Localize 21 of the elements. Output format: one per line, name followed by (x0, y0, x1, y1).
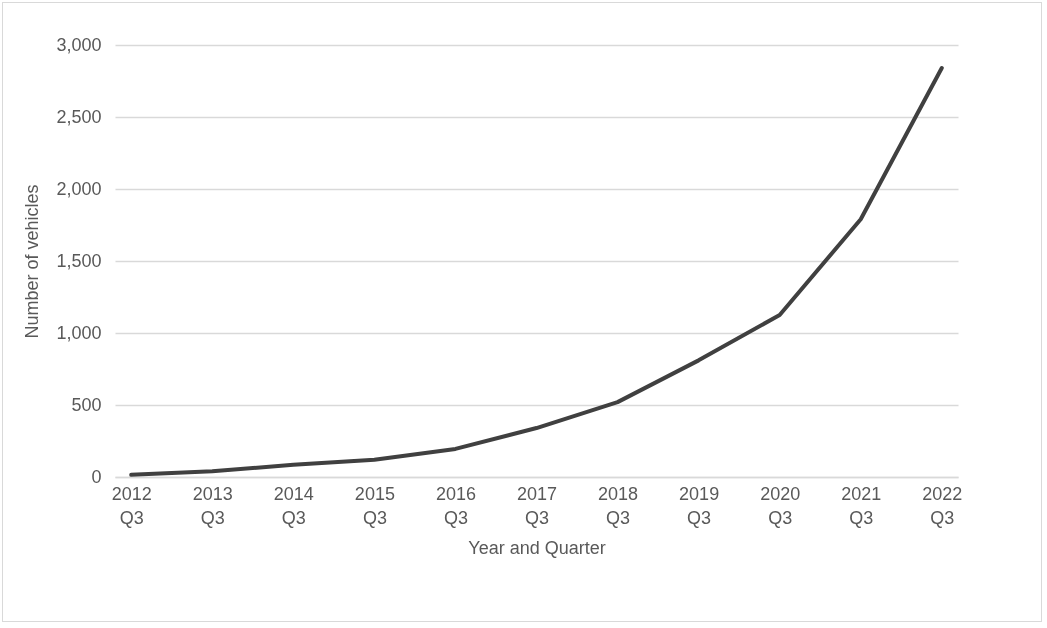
y-tick-label: 1,500 (56, 250, 102, 271)
x-tick-label: 2014 Q3 (273, 483, 314, 528)
y-tick-label: 2,500 (56, 106, 102, 127)
line-series (129, 66, 944, 477)
x-tick-label: 2019 Q3 (679, 483, 720, 528)
y-tick-label: 3,000 (56, 34, 102, 55)
x-tick-label: 2013 Q3 (192, 483, 233, 528)
x-tick-label: 2016 Q3 (435, 483, 476, 528)
y-tick-label: 500 (71, 394, 102, 415)
x-tick-label: 2021 Q3 (841, 483, 882, 528)
x-tick-label: 2015 Q3 (354, 483, 395, 528)
y-axis-title: Number of vehicles (22, 184, 43, 339)
x-tick-label: 2022 Q3 (922, 483, 963, 528)
y-tick-label: 1,000 (56, 322, 102, 343)
x-axis-title: Year and Quarter (468, 537, 606, 558)
y-tick-label: 0 (91, 466, 102, 487)
x-tick-label: 2020 Q3 (760, 483, 801, 528)
x-tick-label: 2018 Q3 (598, 483, 639, 528)
x-tick-label: 2012 Q3 (111, 483, 152, 528)
x-tick-label: 2017 Q3 (516, 483, 558, 528)
y-tick-label: 2,000 (56, 178, 102, 199)
